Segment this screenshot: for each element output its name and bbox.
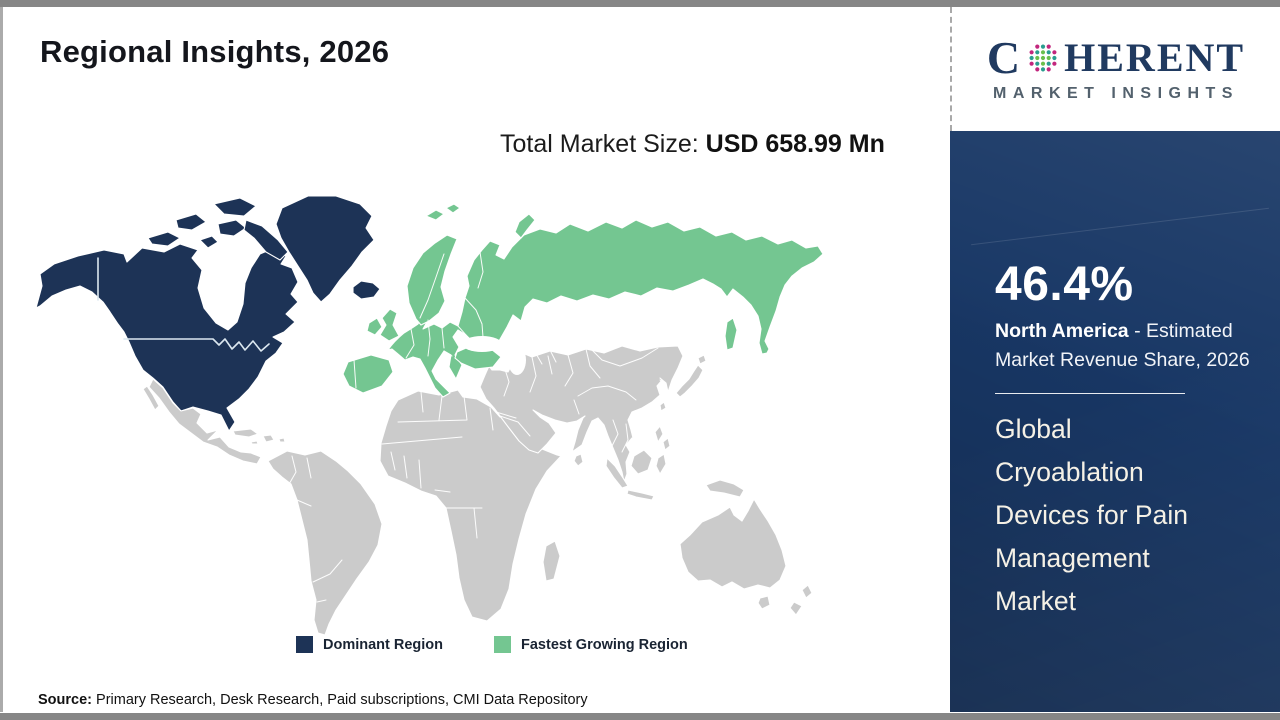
map-shape-java (626, 489, 655, 501)
legend-swatch-dominant (296, 636, 313, 653)
map-sea-aral (534, 338, 542, 346)
legend-item-dominant-region: Dominant Region (296, 636, 443, 653)
map-sea-caspian-sea (508, 345, 526, 375)
map-shape-ireland (366, 317, 383, 336)
sidebar-texture-line (971, 207, 1269, 246)
map-region-oceania (679, 498, 813, 616)
legend-label-fastest-growing: Fastest Growing Region (521, 636, 688, 653)
map-shape-japan (675, 364, 704, 398)
map-shape-philippines (662, 437, 671, 451)
left-border-line (0, 7, 3, 712)
map-shape-asia-mainland (479, 345, 684, 483)
map-region-north-america (35, 195, 381, 432)
map-shape-hokkaido (697, 354, 707, 365)
map-border-usa-canada (123, 338, 270, 352)
map-shape-svalbard (445, 203, 461, 214)
map-shape-iceland (352, 280, 381, 300)
source-label: Source: (38, 692, 92, 708)
map-legend: Dominant Region Fastest Growing Region (0, 636, 950, 658)
map-shape-borneo (630, 449, 653, 475)
map-shape-novaya-zemlya (514, 213, 536, 239)
legend-item-fastest-growing-region: Fastest Growing Region (494, 636, 688, 653)
map-shape-puerto-rico (278, 437, 286, 443)
map-shape-jamaica (250, 440, 259, 445)
top-border-bar (0, 0, 1280, 7)
map-shape-new-guinea (705, 479, 745, 498)
map-shape-greenland (275, 195, 375, 303)
map-shape-iberia (342, 354, 394, 394)
map-inland-seas (462, 336, 542, 375)
map-shape-arctic-island (199, 235, 219, 249)
map-shape-great-britain (379, 308, 400, 342)
brand-letters-rest: HERENT (1064, 35, 1246, 80)
bottom-border-bar (0, 713, 1280, 720)
map-shape-sri-lanka (573, 453, 584, 467)
market-share-description: North America - Estimated Market Revenue… (995, 317, 1267, 375)
map-shape-arctic-island (147, 231, 181, 247)
map-shape-africa (379, 389, 562, 622)
map-shape-mexico-central-america (148, 378, 262, 465)
map-shape-hispaniola (262, 434, 275, 443)
map-shape-philippines (654, 425, 664, 443)
map-shape-tasmania (757, 595, 771, 610)
map-shape-baffin-island (243, 219, 289, 261)
market-share-desc-text: - Estimated Market Revenue Share, 2026 (995, 320, 1250, 371)
sidebar-divider (995, 393, 1185, 394)
map-sea-black-sea (462, 336, 502, 352)
brand-subtitle: MARKET INSIGHTS (993, 85, 1239, 102)
map-borders-africa (381, 391, 494, 539)
map-shape-svalbard (425, 209, 445, 221)
map-shape-sumatra (605, 457, 629, 489)
legend-label-dominant: Dominant Region (323, 636, 444, 653)
market-share-region: North America (995, 320, 1129, 342)
map-shape-scandinavia (406, 234, 458, 326)
page-title: Regional Insights, 2026 (40, 34, 390, 69)
map-shape-australia (679, 498, 787, 590)
legend-swatch-fastest-growing (494, 636, 511, 653)
map-region-latin-america (142, 378, 383, 636)
market-name: Global Cryoablation Devices for Pain Man… (995, 414, 1188, 616)
map-shape-new-zealand (789, 601, 803, 616)
map-shape-arctic-island (213, 197, 257, 217)
map-shape-sakhalin (724, 317, 738, 351)
map-shape-baja-california (142, 385, 160, 411)
total-market-size-value: USD 658.99 Mn (705, 130, 885, 158)
map-borders-south-america (287, 455, 343, 603)
total-market-size: Total Market Size: USD 658.99 Mn (500, 124, 924, 164)
map-borders-asia (495, 347, 667, 453)
map-shape-north-america-mainland (35, 243, 299, 432)
map-borders-europe (353, 251, 484, 389)
map-shape-south-america (267, 450, 383, 636)
source-text: Primary Research, Desk Research, Paid su… (92, 692, 588, 708)
map-shape-new-zealand (801, 584, 813, 599)
map-region-asia (479, 345, 745, 501)
source-line: Source: Primary Research, Desk Research,… (38, 692, 588, 708)
market-share-value: 46.4% (995, 258, 1134, 311)
map-shape-taiwan (659, 401, 667, 412)
world-map-svg (35, 195, 824, 636)
brand-logo: C HERENT MARKET INSIGHTS (950, 7, 1280, 131)
map-shape-madagascar (542, 540, 561, 582)
map-shape-arctic-island (175, 213, 207, 231)
brand-wordmark: C HERENT (987, 35, 1245, 81)
map-shape-arctic-island (217, 219, 247, 237)
map-shape-sulawesi (655, 453, 667, 475)
brand-letter-c: C (986, 32, 1023, 83)
map-shape-cuba (232, 428, 259, 438)
total-market-size-label: Total Market Size: (500, 130, 706, 158)
world-map (30, 190, 910, 640)
globe-dots-icon (1029, 44, 1057, 72)
right-sidebar: 46.4% North America - Estimated Market R… (950, 131, 1280, 712)
map-region-africa (379, 389, 562, 622)
